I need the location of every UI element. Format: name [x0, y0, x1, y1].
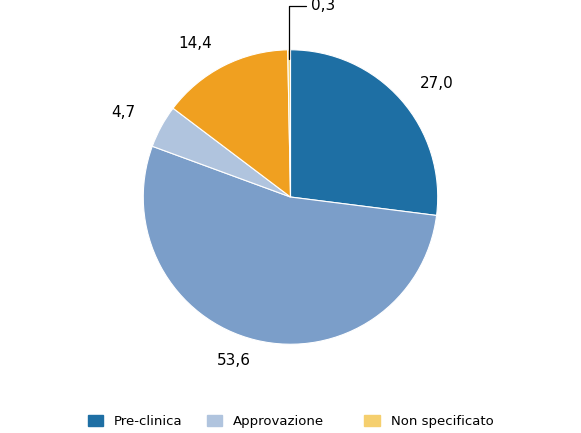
Text: 14,4: 14,4	[178, 36, 212, 51]
Text: 4,7: 4,7	[112, 105, 135, 120]
Wedge shape	[290, 50, 437, 216]
Wedge shape	[144, 146, 436, 344]
Legend: Pre-clinica, Studi clinici, Approvazione, Farmacovigilanza, Non specificato: Pre-clinica, Studi clinici, Approvazione…	[88, 415, 493, 433]
Wedge shape	[173, 50, 290, 197]
Text: 27,0: 27,0	[419, 76, 453, 90]
Wedge shape	[152, 108, 290, 197]
Wedge shape	[288, 50, 290, 197]
Text: 0,3: 0,3	[289, 0, 335, 59]
Text: 53,6: 53,6	[217, 352, 251, 368]
